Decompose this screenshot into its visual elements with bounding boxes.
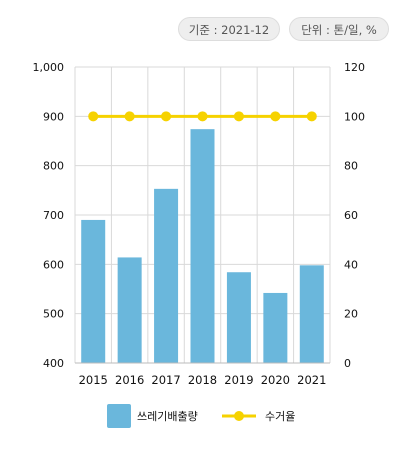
line-series <box>88 111 317 122</box>
y-left-tick-label: 1,000 <box>33 61 65 74</box>
bar-series <box>81 129 324 363</box>
legend-marker-line <box>234 411 244 421</box>
basis-date-badge: 기준 : 2021-12 <box>178 17 280 41</box>
y-right-tick-label: 80 <box>344 160 358 173</box>
y-right-tick-label: 40 <box>344 258 358 271</box>
bar <box>154 188 179 363</box>
bar <box>299 265 324 363</box>
y-right-tick-label: 60 <box>344 209 358 222</box>
rate-point <box>88 111 99 122</box>
legend-label-bar: 쓰레기배출량 <box>137 410 198 423</box>
bar <box>190 129 215 363</box>
legend: 쓰레기배출량 수거율 <box>107 404 295 428</box>
axes: 400 500 600 700 800 900 1,000 0 20 40 60 80 100 120 20… <box>33 61 366 387</box>
y-left-tick-label: 800 <box>43 160 64 173</box>
unit-badge: 단위 : 톤/일, % <box>289 17 389 41</box>
y-left-tick-label: 500 <box>43 308 64 321</box>
y-left-tick-label: 600 <box>43 258 64 271</box>
x-tick-label: 2020 <box>261 373 290 387</box>
y-right-tick-label: 0 <box>344 357 351 370</box>
y-left-tick-label: 900 <box>43 110 64 123</box>
x-tick-label: 2018 <box>188 373 217 387</box>
rate-point <box>124 111 135 122</box>
rate-point <box>233 111 244 122</box>
y-left-tick-label: 400 <box>43 357 64 370</box>
bar <box>226 272 251 363</box>
bar <box>117 257 142 363</box>
x-tick-label: 2019 <box>224 373 253 387</box>
y-left-tick-label: 700 <box>43 209 64 222</box>
x-tick-label: 2021 <box>297 373 326 387</box>
x-tick-label: 2015 <box>79 373 108 387</box>
x-tick-label: 2016 <box>115 373 144 387</box>
bar <box>263 292 288 363</box>
rate-point <box>270 111 281 122</box>
y-right-tick-label: 120 <box>344 61 365 74</box>
rate-point <box>161 111 172 122</box>
y-right-tick-label: 20 <box>344 308 358 321</box>
rate-point <box>306 111 317 122</box>
y-right-tick-label: 100 <box>344 110 365 123</box>
legend-swatch-bar <box>107 404 131 428</box>
x-tick-label: 2017 <box>151 373 180 387</box>
legend-label-line: 수거율 <box>265 410 295 423</box>
bar <box>81 219 106 363</box>
rate-point <box>197 111 208 122</box>
